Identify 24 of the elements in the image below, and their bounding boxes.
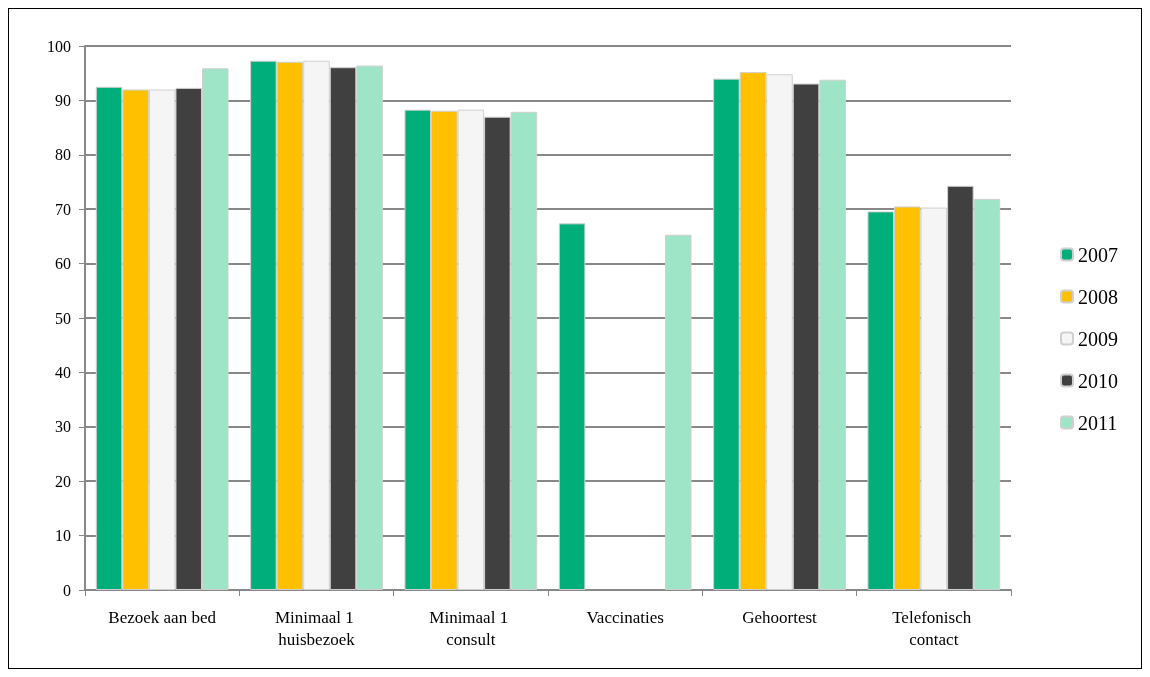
legend-label: 2009 — [1078, 327, 1118, 350]
x-tick-label: Minimaal 1 consult — [429, 607, 513, 649]
y-tick-label: 50 — [55, 309, 71, 327]
bar — [664, 234, 692, 590]
legend-label: 2011 — [1078, 411, 1118, 434]
legend-label: 2007 — [1078, 243, 1118, 266]
y-tick-label: 70 — [55, 200, 71, 218]
y-tick-label: 0 — [63, 581, 71, 599]
y-tick-label: 100 — [47, 37, 71, 55]
y-tick-label: 40 — [55, 363, 71, 381]
x-tick-label: Bezoek aan bed — [108, 607, 217, 627]
x-tick-label: Telefonisch contact — [892, 607, 976, 649]
x-tick-label: Minimaal 1 huisbezoek — [274, 607, 359, 649]
y-tick-label: 10 — [55, 527, 71, 545]
legend-label: 2008 — [1078, 285, 1118, 308]
bar — [558, 223, 586, 590]
x-tick-label: Vaccinaties — [586, 607, 664, 627]
y-tick-label: 30 — [55, 418, 71, 436]
y-tick-label: 80 — [55, 146, 71, 164]
x-tick-label: Gehoortest — [742, 607, 818, 627]
legend-label: 2010 — [1078, 369, 1118, 392]
y-tick-label: 20 — [55, 472, 71, 490]
y-tick-label: 60 — [55, 255, 71, 273]
y-tick-label: 90 — [55, 91, 71, 109]
